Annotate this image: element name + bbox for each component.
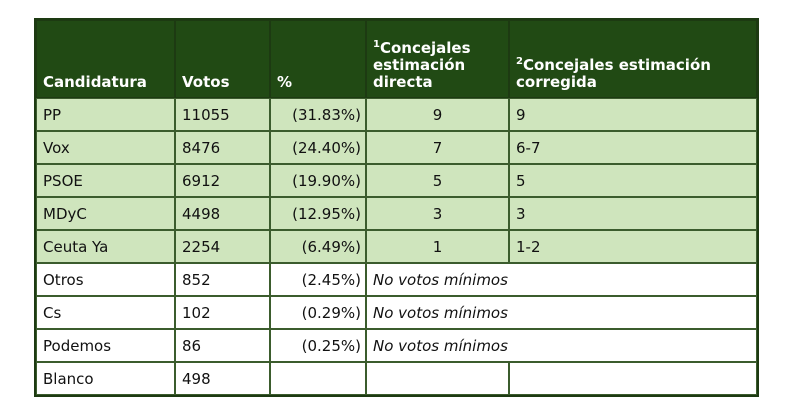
cell-pct: (12.95%) — [270, 197, 366, 230]
cell-concejales-corregida: 5 — [509, 164, 757, 197]
cell-concejales-corregida: 3 — [509, 197, 757, 230]
header-corregida-label: Concejales estimación corregida — [516, 56, 711, 91]
table-row: PP 11055 (31.83%) 9 9 — [36, 98, 757, 131]
cell-candidatura: Vox — [36, 131, 175, 164]
cell-concejales-directa: 1 — [366, 230, 509, 263]
cell-candidatura: Cs — [36, 296, 175, 329]
cell-pct — [270, 362, 366, 395]
table-header-row: Candidatura Votos % 1Concejales estimaci… — [36, 20, 757, 98]
cell-pct: (6.49%) — [270, 230, 366, 263]
cell-pct: (0.25%) — [270, 329, 366, 362]
cell-concejales-corregida: 9 — [509, 98, 757, 131]
cell-votos: 4498 — [175, 197, 270, 230]
cell-votos: 498 — [175, 362, 270, 395]
footnote-mark-1: 1 — [373, 39, 380, 50]
cell-votos: 86 — [175, 329, 270, 362]
cell-concejales-corregida: 1-2 — [509, 230, 757, 263]
cell-votos: 6912 — [175, 164, 270, 197]
cell-pct: (0.29%) — [270, 296, 366, 329]
cell-candidatura: PSOE — [36, 164, 175, 197]
header-pct: % — [270, 20, 366, 98]
table-row: Blanco 498 — [36, 362, 757, 395]
header-votos: Votos — [175, 20, 270, 98]
cell-pct: (19.90%) — [270, 164, 366, 197]
cell-pct: (24.40%) — [270, 131, 366, 164]
results-table-container: Candidatura Votos % 1Concejales estimaci… — [34, 18, 759, 397]
header-candidatura: Candidatura — [36, 20, 175, 98]
footnote-mark-2: 2 — [516, 56, 523, 67]
cell-candidatura: Ceuta Ya — [36, 230, 175, 263]
cell-votos: 852 — [175, 263, 270, 296]
table-row: Otros 852 (2.45%) No votos mínimos — [36, 263, 757, 296]
table-row: Podemos 86 (0.25%) No votos mínimos — [36, 329, 757, 362]
cell-candidatura: PP — [36, 98, 175, 131]
cell-concejales-corregida — [509, 362, 757, 395]
cell-note: No votos mínimos — [366, 263, 757, 296]
table-row: PSOE 6912 (19.90%) 5 5 — [36, 164, 757, 197]
cell-votos: 8476 — [175, 131, 270, 164]
header-directa-label: Concejales estimación directa — [373, 39, 471, 91]
cell-pct: (31.83%) — [270, 98, 366, 131]
table-row: Ceuta Ya 2254 (6.49%) 1 1-2 — [36, 230, 757, 263]
cell-concejales-directa: 7 — [366, 131, 509, 164]
cell-candidatura: MDyC — [36, 197, 175, 230]
header-concejales-directa: 1Concejales estimación directa — [366, 20, 509, 98]
cell-note: No votos mínimos — [366, 329, 757, 362]
cell-votos: 102 — [175, 296, 270, 329]
table-body: PP 11055 (31.83%) 9 9 Vox 8476 (24.40%) 7 6-7 PSOE… — [36, 98, 757, 395]
table-row: MDyC 4498 (12.95%) 3 3 — [36, 197, 757, 230]
header-concejales-corregida: 2Concejales estimación corregida — [509, 20, 757, 98]
cell-concejales-corregida: 6-7 — [509, 131, 757, 164]
cell-candidatura: Podemos — [36, 329, 175, 362]
results-table: Candidatura Votos % 1Concejales estimaci… — [34, 18, 759, 397]
cell-note: No votos mínimos — [366, 296, 757, 329]
table-row: Cs 102 (0.29%) No votos mínimos — [36, 296, 757, 329]
cell-concejales-directa: 9 — [366, 98, 509, 131]
cell-votos: 11055 — [175, 98, 270, 131]
cell-concejales-directa: 3 — [366, 197, 509, 230]
cell-concejales-directa — [366, 362, 509, 395]
cell-concejales-directa: 5 — [366, 164, 509, 197]
cell-pct: (2.45%) — [270, 263, 366, 296]
cell-candidatura: Otros — [36, 263, 175, 296]
cell-votos: 2254 — [175, 230, 270, 263]
table-row: Vox 8476 (24.40%) 7 6-7 — [36, 131, 757, 164]
cell-candidatura: Blanco — [36, 362, 175, 395]
